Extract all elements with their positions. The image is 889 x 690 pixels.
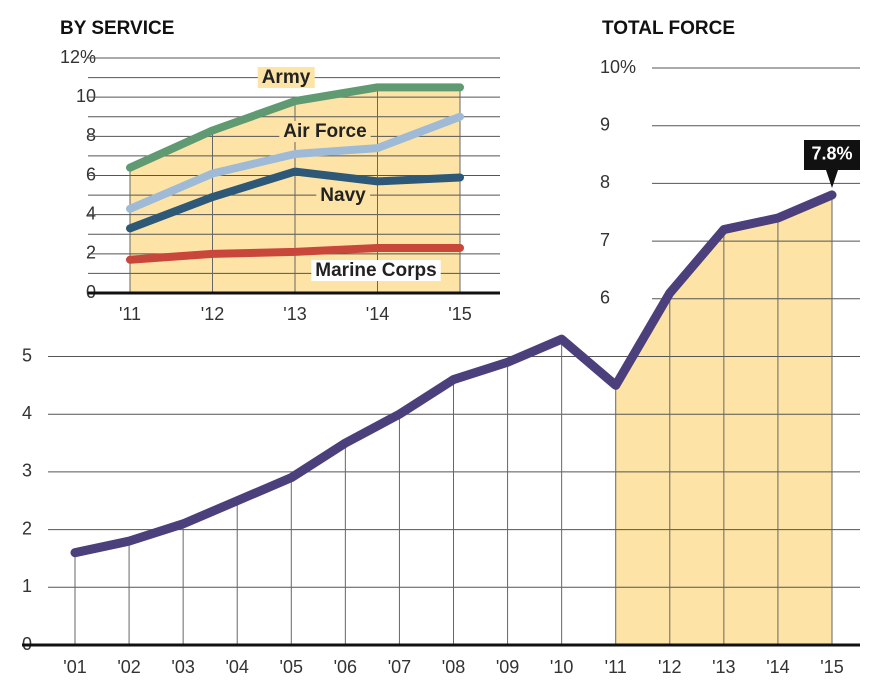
series-label: Air Force	[283, 121, 366, 142]
x-tick-label: '12	[658, 657, 681, 677]
x-tick-label: '05	[280, 657, 303, 677]
series-label-bg	[257, 67, 315, 89]
y-tick-label: 6	[86, 164, 96, 184]
y-tick-label: 7	[600, 230, 610, 250]
y-tick-label: 4	[22, 403, 32, 423]
y-tick-label: 2	[22, 518, 32, 538]
y-tick-label: 8	[86, 125, 96, 145]
series-label: Navy	[320, 185, 366, 206]
y-tick-label: 10%	[600, 57, 636, 77]
x-tick-label: '13	[712, 657, 735, 677]
value-label: 7.8%	[811, 144, 852, 164]
chart-title: TOTAL FORCE	[602, 18, 735, 39]
y-tick-label: 9	[600, 114, 610, 134]
y-tick-label: 1	[22, 576, 32, 596]
y-tick-label: 6	[600, 288, 610, 308]
inset-title: BY SERVICE	[60, 18, 174, 39]
x-tick-label: '12	[201, 304, 224, 324]
series-line	[126, 83, 464, 172]
y-tick-label: 5	[22, 345, 32, 365]
y-tick-label: 2	[86, 243, 96, 263]
x-tick-label: '04	[225, 657, 248, 677]
x-tick-label: '07	[388, 657, 411, 677]
series-label-bg	[311, 260, 441, 282]
x-tick-label: '02	[117, 657, 140, 677]
x-tick-label: '11	[119, 304, 141, 324]
x-tick-label: '09	[496, 657, 519, 677]
x-tick-label: '06	[334, 657, 357, 677]
x-tick-label: '14	[366, 304, 389, 324]
x-tick-label: '10	[550, 657, 573, 677]
x-tick-label: '01	[63, 657, 86, 677]
series-label-bg	[279, 121, 371, 143]
y-tick-label: 10	[76, 86, 96, 106]
y-tick-label: 12%	[60, 47, 96, 67]
x-tick-label: '08	[442, 657, 465, 677]
series-line	[126, 167, 464, 233]
value-label-box	[804, 139, 860, 188]
series-line	[126, 112, 464, 213]
series-label: Marine Corps	[315, 260, 436, 281]
y-tick-label: 3	[22, 461, 32, 481]
x-tick-label: '15	[448, 304, 471, 324]
line	[70, 190, 837, 558]
y-tick-label: 4	[86, 203, 96, 223]
x-tick-label: '13	[283, 304, 306, 324]
y-tick-label: 8	[600, 172, 610, 192]
series-line	[126, 243, 464, 264]
x-tick-label: '03	[171, 657, 194, 677]
x-tick-label: '11	[605, 657, 627, 677]
x-tick-label: '15	[820, 657, 843, 677]
x-tick-label: '14	[766, 657, 789, 677]
series-label: Army	[262, 67, 311, 88]
series-label-bg	[316, 185, 371, 207]
